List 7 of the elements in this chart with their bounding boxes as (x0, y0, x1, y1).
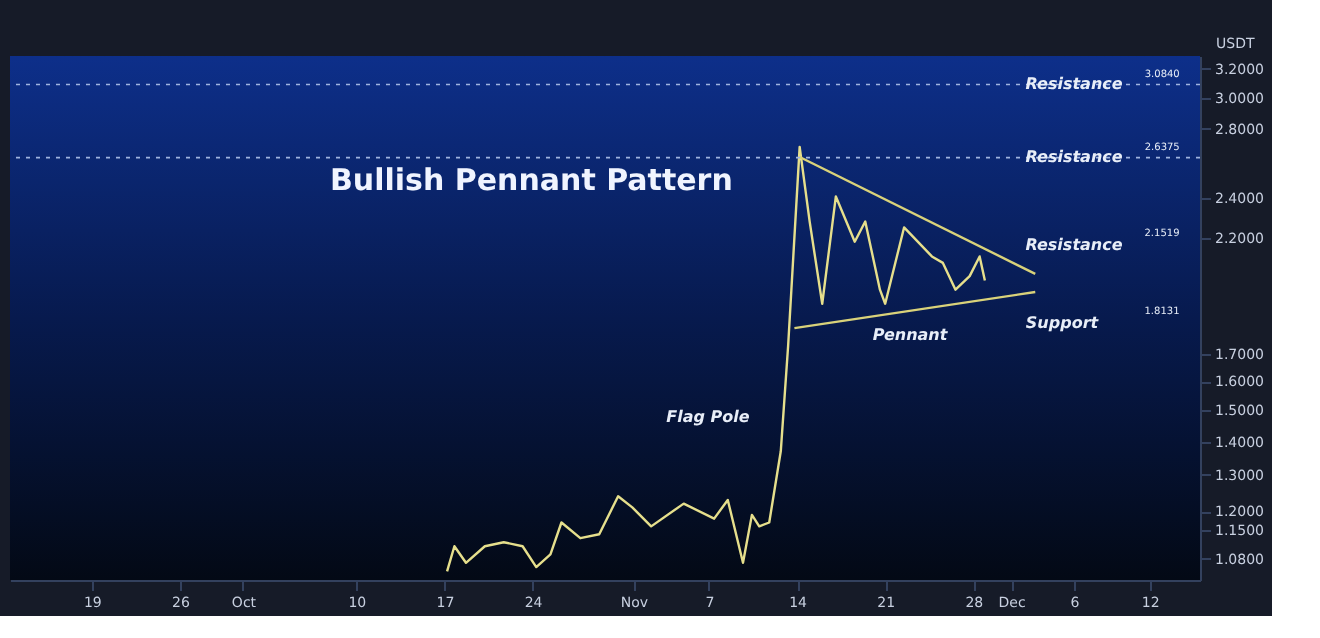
annotation: Resistance (1025, 147, 1124, 166)
annotation: Flag Pole (666, 408, 751, 426)
text: Bullish Pennant Pattern (330, 162, 733, 198)
annotation: Support (1025, 314, 1101, 332)
annotation: Resistance (1025, 236, 1124, 254)
annotation: Resistance (1025, 74, 1124, 93)
annotation: Pennant (872, 326, 950, 344)
